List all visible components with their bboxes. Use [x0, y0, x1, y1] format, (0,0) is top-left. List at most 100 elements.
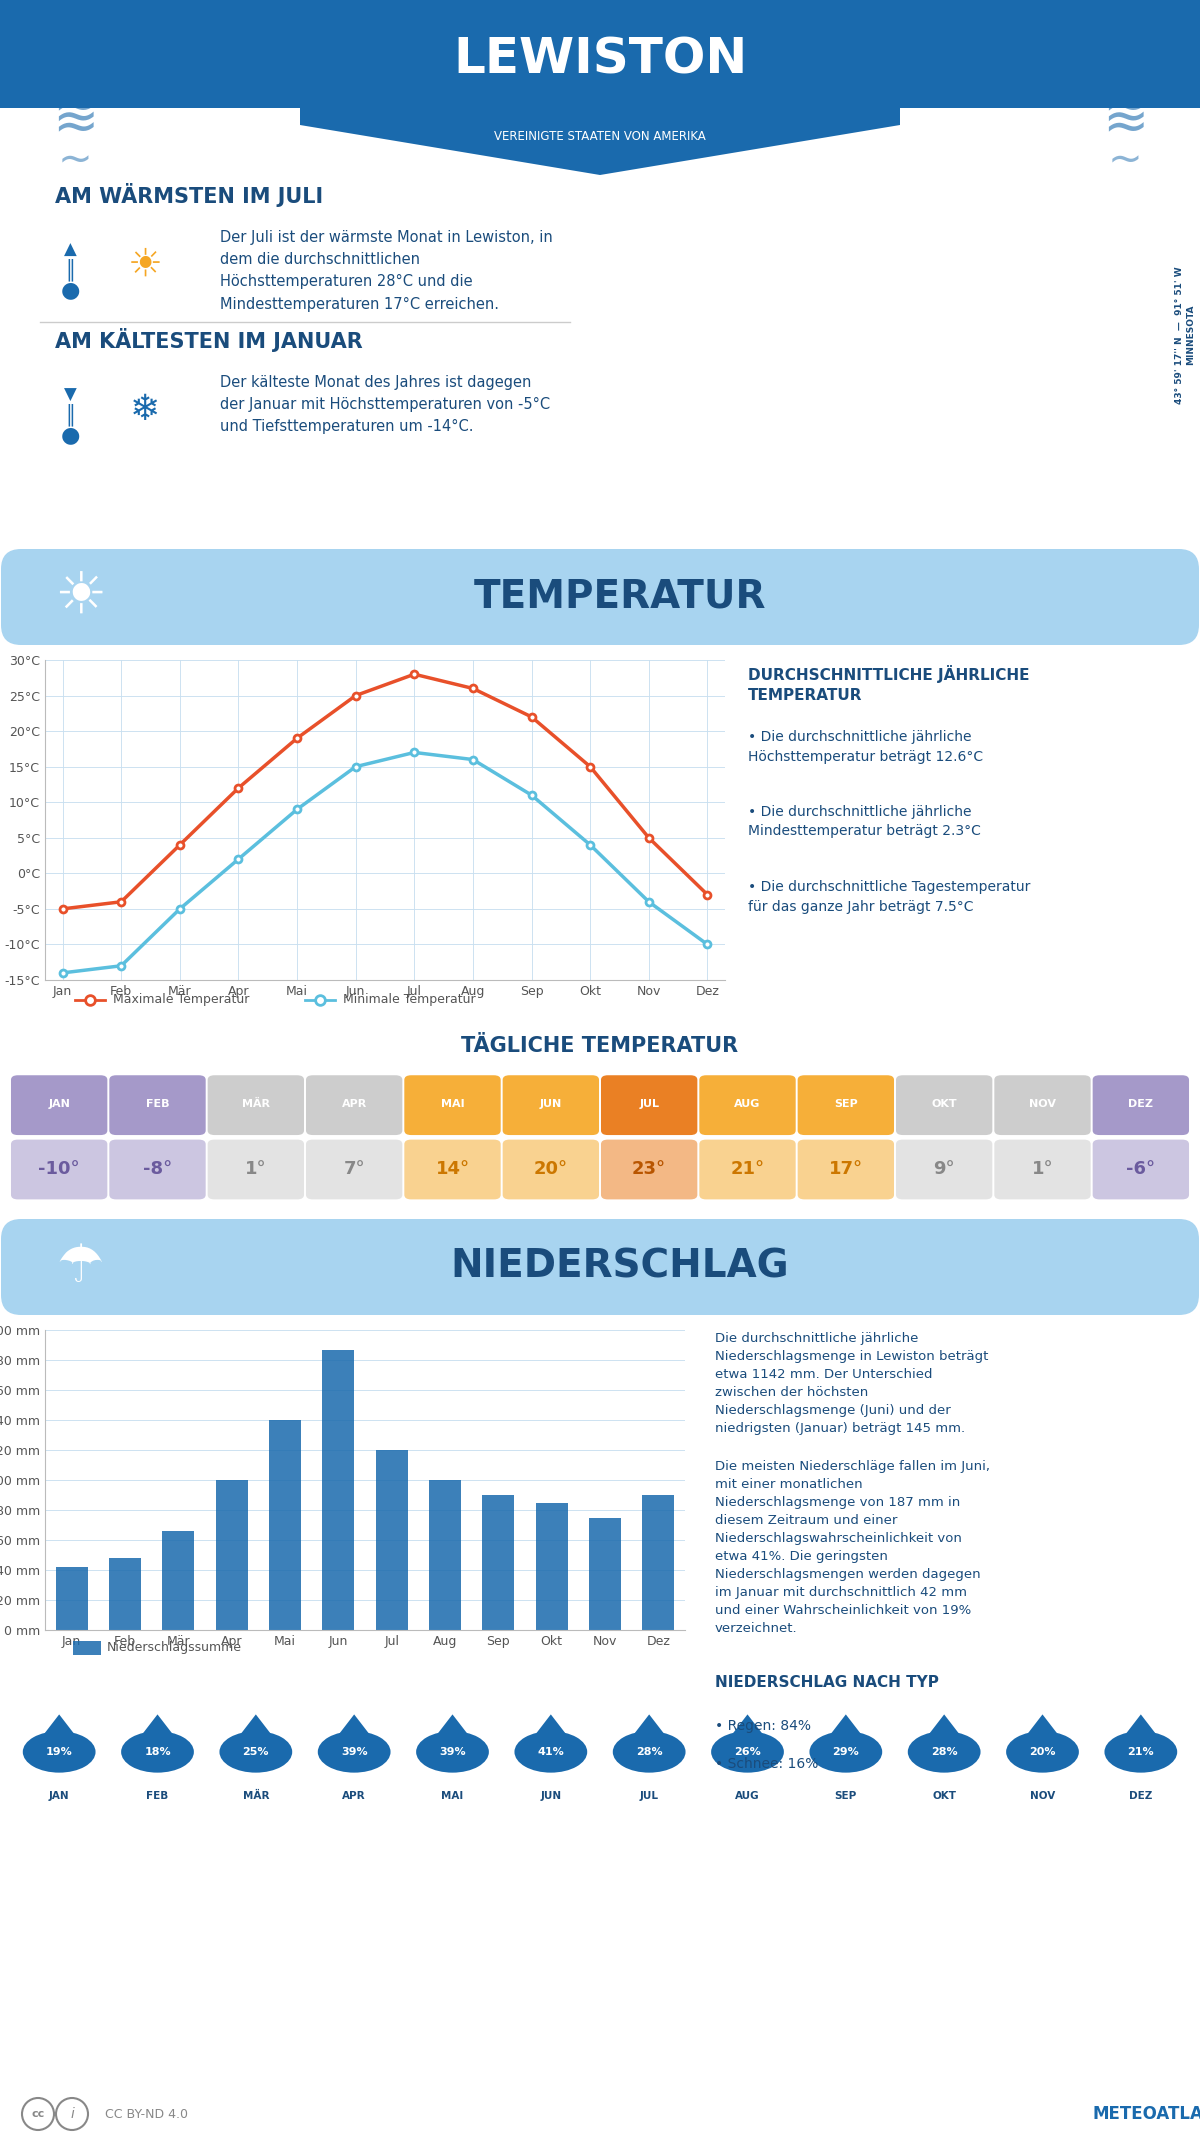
Text: DEZ: DEZ	[1129, 1791, 1152, 1800]
FancyBboxPatch shape	[503, 1141, 599, 1198]
FancyBboxPatch shape	[700, 1074, 796, 1134]
Text: MÄR: MÄR	[242, 1098, 270, 1109]
Circle shape	[220, 1731, 293, 1772]
Text: ~: ~	[1108, 139, 1142, 182]
Text: ●: ●	[60, 280, 79, 300]
Text: ❄: ❄	[130, 394, 160, 428]
Text: 20%: 20%	[1030, 1746, 1056, 1757]
Text: AUG: AUG	[734, 1098, 761, 1109]
Text: 1°: 1°	[245, 1160, 266, 1177]
Text: ☀: ☀	[54, 569, 106, 625]
Text: Maximale Temperatur: Maximale Temperatur	[113, 993, 250, 1006]
FancyBboxPatch shape	[306, 1141, 402, 1198]
Text: • Die durchschnittliche Tagestemperatur
für das ganze Jahr beträgt 7.5°C: • Die durchschnittliche Tagestemperatur …	[748, 880, 1031, 914]
Text: APR: APR	[342, 1791, 366, 1800]
Text: • Schnee: 16%: • Schnee: 16%	[715, 1757, 818, 1770]
Bar	[482, 1496, 515, 1631]
Text: • Die durchschnittliche jährliche
Höchsttemperatur beträgt 12.6°C: • Die durchschnittliche jährliche Höchst…	[748, 730, 983, 764]
FancyBboxPatch shape	[404, 1141, 500, 1198]
Text: ▼: ▼	[64, 385, 77, 404]
Circle shape	[416, 1731, 488, 1772]
Text: Der kälteste Monat des Jahres ist dagegen
der Januar mit Höchsttemperaturen von : Der kälteste Monat des Jahres ist dagege…	[220, 374, 550, 434]
Text: Die meisten Niederschläge fallen im Juni,
mit einer monatlichen
Niederschlagsmen: Die meisten Niederschläge fallen im Juni…	[715, 1459, 990, 1635]
FancyBboxPatch shape	[208, 1074, 304, 1134]
Bar	[55, 1566, 88, 1631]
Text: MAI: MAI	[440, 1098, 464, 1109]
Text: • Regen: 84%: • Regen: 84%	[715, 1718, 811, 1733]
Text: TÄGLICHE TEMPERATUR: TÄGLICHE TEMPERATUR	[462, 1036, 738, 1055]
Bar	[376, 1451, 408, 1631]
FancyBboxPatch shape	[995, 1141, 1091, 1198]
Bar	[162, 1530, 194, 1631]
Text: VEREINIGTE STAATEN VON AMERIKA: VEREINIGTE STAATEN VON AMERIKA	[494, 131, 706, 143]
Text: ≋: ≋	[52, 92, 98, 148]
Circle shape	[121, 1731, 194, 1772]
Text: ●: ●	[60, 426, 79, 445]
Circle shape	[23, 1731, 96, 1772]
Text: 39%: 39%	[341, 1746, 367, 1757]
Bar	[589, 1517, 622, 1631]
FancyBboxPatch shape	[1, 550, 1199, 644]
Text: NOV: NOV	[1030, 1098, 1056, 1109]
FancyBboxPatch shape	[798, 1141, 894, 1198]
Text: AM WÄRMSTEN IM JULI: AM WÄRMSTEN IM JULI	[55, 184, 323, 208]
Text: 18%: 18%	[144, 1746, 170, 1757]
Text: FEB: FEB	[146, 1791, 169, 1800]
Text: SEP: SEP	[834, 1098, 858, 1109]
Circle shape	[712, 1731, 784, 1772]
Text: AUG: AUG	[736, 1791, 760, 1800]
Text: NIEDERSCHLAG: NIEDERSCHLAG	[451, 1248, 790, 1286]
Text: i: i	[70, 2108, 74, 2121]
Bar	[216, 1481, 247, 1631]
Text: MÄR: MÄR	[242, 1791, 269, 1800]
FancyBboxPatch shape	[601, 1074, 697, 1134]
Text: DURCHSCHNITTLICHE JÄHRLICHE
TEMPERATUR: DURCHSCHNITTLICHE JÄHRLICHE TEMPERATUR	[748, 666, 1030, 702]
FancyBboxPatch shape	[1093, 1141, 1189, 1198]
FancyBboxPatch shape	[404, 1074, 500, 1134]
Polygon shape	[730, 1714, 766, 1738]
Text: ☂: ☂	[56, 1241, 103, 1293]
FancyBboxPatch shape	[995, 1074, 1091, 1134]
Circle shape	[1104, 1731, 1177, 1772]
Text: TEMPERATUR: TEMPERATUR	[474, 578, 767, 616]
Text: ~: ~	[58, 139, 92, 182]
Text: Niederschlagssumme: Niederschlagssumme	[107, 1641, 242, 1654]
Text: OKT: OKT	[931, 1098, 956, 1109]
Text: 25%: 25%	[242, 1746, 269, 1757]
Polygon shape	[42, 1714, 77, 1738]
Text: JUN: JUN	[540, 1098, 562, 1109]
FancyBboxPatch shape	[11, 1141, 107, 1198]
Text: METEOATLAS.DE: METEOATLAS.DE	[1093, 2106, 1200, 2123]
Text: -8°: -8°	[143, 1160, 172, 1177]
FancyBboxPatch shape	[11, 1074, 107, 1134]
Text: CC BY-ND 4.0: CC BY-ND 4.0	[106, 2108, 188, 2121]
Circle shape	[318, 1731, 390, 1772]
FancyBboxPatch shape	[798, 1074, 894, 1134]
Text: MAI: MAI	[442, 1791, 463, 1800]
Bar	[109, 1558, 140, 1631]
Polygon shape	[336, 1714, 372, 1738]
FancyBboxPatch shape	[109, 1141, 205, 1198]
Text: 39%: 39%	[439, 1746, 466, 1757]
Text: AM KÄLTESTEN IM JANUAR: AM KÄLTESTEN IM JANUAR	[55, 327, 362, 351]
Text: OKT: OKT	[932, 1791, 956, 1800]
FancyBboxPatch shape	[0, 0, 1200, 107]
FancyBboxPatch shape	[208, 1141, 304, 1198]
Text: JUN: JUN	[540, 1791, 562, 1800]
FancyBboxPatch shape	[503, 1074, 599, 1134]
Text: APR: APR	[342, 1098, 367, 1109]
Text: Die durchschnittliche jährliche
Niederschlagsmenge in Lewiston beträgt
etwa 1142: Die durchschnittliche jährliche Niedersc…	[715, 1331, 989, 1436]
Text: 7°: 7°	[343, 1160, 365, 1177]
Text: DEZ: DEZ	[1128, 1098, 1153, 1109]
Text: 14°: 14°	[436, 1160, 469, 1177]
Polygon shape	[631, 1714, 667, 1738]
Text: 20°: 20°	[534, 1160, 568, 1177]
Bar	[535, 1502, 568, 1631]
FancyBboxPatch shape	[700, 1141, 796, 1198]
Text: 19%: 19%	[46, 1746, 72, 1757]
Text: JAN: JAN	[48, 1098, 70, 1109]
Polygon shape	[1123, 1714, 1158, 1738]
Text: 1°: 1°	[1032, 1160, 1054, 1177]
Polygon shape	[828, 1714, 864, 1738]
FancyBboxPatch shape	[73, 1641, 101, 1654]
